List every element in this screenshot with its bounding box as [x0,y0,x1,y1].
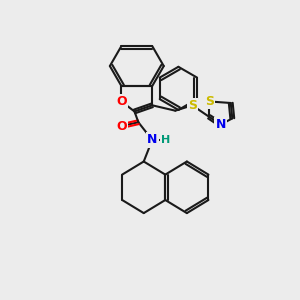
Text: O: O [116,95,127,108]
Text: N: N [147,134,158,146]
Text: H: H [161,135,170,145]
Text: S: S [205,95,214,108]
Text: N: N [216,118,226,131]
Text: S: S [188,99,197,112]
Text: O: O [116,120,127,133]
